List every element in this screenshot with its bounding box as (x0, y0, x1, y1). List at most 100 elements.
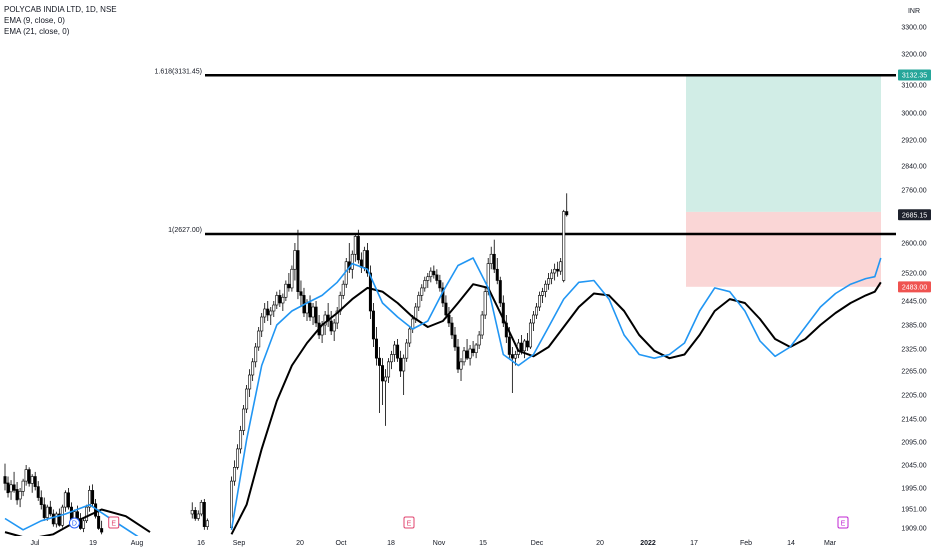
candle-body (362, 250, 366, 268)
candle-body (492, 253, 496, 270)
price-tick: 1951.00 (901, 507, 926, 514)
symbol-title[interactable]: POLYCAB INDIA LTD, 1D, NSE (4, 5, 117, 14)
candle-body (384, 376, 388, 382)
candle-body (350, 253, 354, 270)
candle-body (293, 250, 297, 270)
candle-body (399, 357, 403, 372)
event-marker[interactable]: E (837, 516, 849, 529)
price-tick: 3300.00 (901, 25, 926, 32)
price-tick: 2205.00 (901, 393, 926, 400)
candle-body (254, 346, 258, 363)
candle-body (36, 486, 40, 498)
event-marker[interactable]: D (68, 517, 80, 529)
candle-body (66, 492, 70, 508)
time-tick: Feb (740, 540, 752, 547)
time-axis[interactable]: Jul 19 Aug 16 Sep 20 Oct 18 Nov 15 Dec 20 2022 17 Feb 1… (0, 536, 896, 550)
candle-body (299, 291, 303, 296)
stop-price-tag-bg (898, 281, 931, 293)
candle-body (465, 350, 469, 359)
ema9-legend[interactable]: EMA (9, close, 0) (4, 16, 65, 25)
candle-body (275, 295, 279, 306)
candle-body (27, 469, 31, 484)
time-tick: 14 (787, 540, 795, 547)
candle-body (75, 511, 79, 519)
candle-body (374, 338, 378, 359)
time-tick: 20 (296, 540, 304, 547)
candle-body (480, 314, 484, 336)
candle-body (498, 280, 502, 304)
time-tick: Sep (233, 540, 246, 547)
price-tick: 2145.00 (901, 417, 926, 424)
candle-body (371, 310, 375, 340)
candle-body (18, 491, 22, 500)
candle-body (353, 236, 357, 255)
price-tick: 3100.00 (901, 83, 926, 90)
candle-body (196, 513, 200, 519)
candle-body (453, 334, 457, 348)
price-axis-bg (896, 0, 932, 550)
candle-body (236, 448, 240, 468)
earnings-icon (108, 516, 120, 529)
candle-body (97, 515, 101, 529)
candle-body (420, 287, 424, 296)
candle-body (48, 506, 52, 515)
candle-body (233, 466, 237, 482)
target-price-tag-bg (898, 69, 931, 81)
candle-body (82, 520, 86, 529)
candle-body (284, 283, 288, 298)
candle-body (538, 295, 542, 308)
stop-price-tag: 2483.00 (902, 284, 927, 291)
candlestick-series (3, 193, 569, 535)
candle-body (245, 388, 249, 410)
candle-body (205, 520, 209, 527)
candle-body (390, 354, 394, 363)
price-tick: 2600.00 (901, 241, 926, 248)
candle-body (12, 484, 16, 491)
time-tick: Jul (31, 540, 40, 547)
price-axis[interactable]: INR 3300.00 3200.00 3100.00 3000.00 2920.00 28… (896, 0, 932, 550)
candle-body (559, 261, 563, 272)
candle-body (24, 469, 28, 482)
candle-body (39, 497, 43, 506)
candle-body (21, 480, 25, 492)
candle-body (462, 350, 466, 363)
candle-body (278, 295, 282, 304)
candle-body (471, 348, 475, 353)
earnings-icon (403, 516, 415, 529)
candle-body (556, 268, 560, 272)
dividend-icon (68, 517, 80, 529)
candle-body (242, 408, 246, 431)
candle-body (290, 268, 294, 289)
candle-body (522, 340, 526, 352)
time-tick: Nov (433, 540, 446, 547)
candle-body (365, 250, 369, 274)
time-tick: Dec (531, 540, 544, 547)
ema21-legend[interactable]: EMA (21, close, 0) (4, 27, 70, 36)
candle-body (368, 272, 372, 312)
candle-body (88, 490, 92, 508)
candle-body (547, 278, 551, 285)
candle-body (6, 482, 10, 494)
candle-body (30, 476, 34, 484)
fib-label: 1(2627.00) (168, 227, 202, 234)
position-zones (686, 74, 881, 287)
price-tick: 2445.00 (901, 299, 926, 306)
event-label: E (111, 521, 116, 528)
current-price-tag: 2685.15 (902, 212, 927, 219)
candle-body (54, 513, 58, 525)
price-tick: 2385.00 (901, 323, 926, 330)
time-tick: 2022 (640, 540, 656, 547)
candle-body (60, 506, 64, 526)
event-label: E (407, 521, 412, 528)
candle-body (387, 361, 391, 378)
candle-body (281, 296, 285, 304)
price-tick: 2920.00 (901, 138, 926, 145)
event-marker[interactable]: E (108, 516, 120, 529)
candle-body (405, 342, 409, 359)
candle-body (202, 502, 206, 527)
candle-body (535, 306, 539, 316)
event-marker[interactable]: E (403, 516, 415, 529)
fibonacci-levels[interactable]: 1.618(3131.45) 1(2627.00) (155, 68, 896, 236)
